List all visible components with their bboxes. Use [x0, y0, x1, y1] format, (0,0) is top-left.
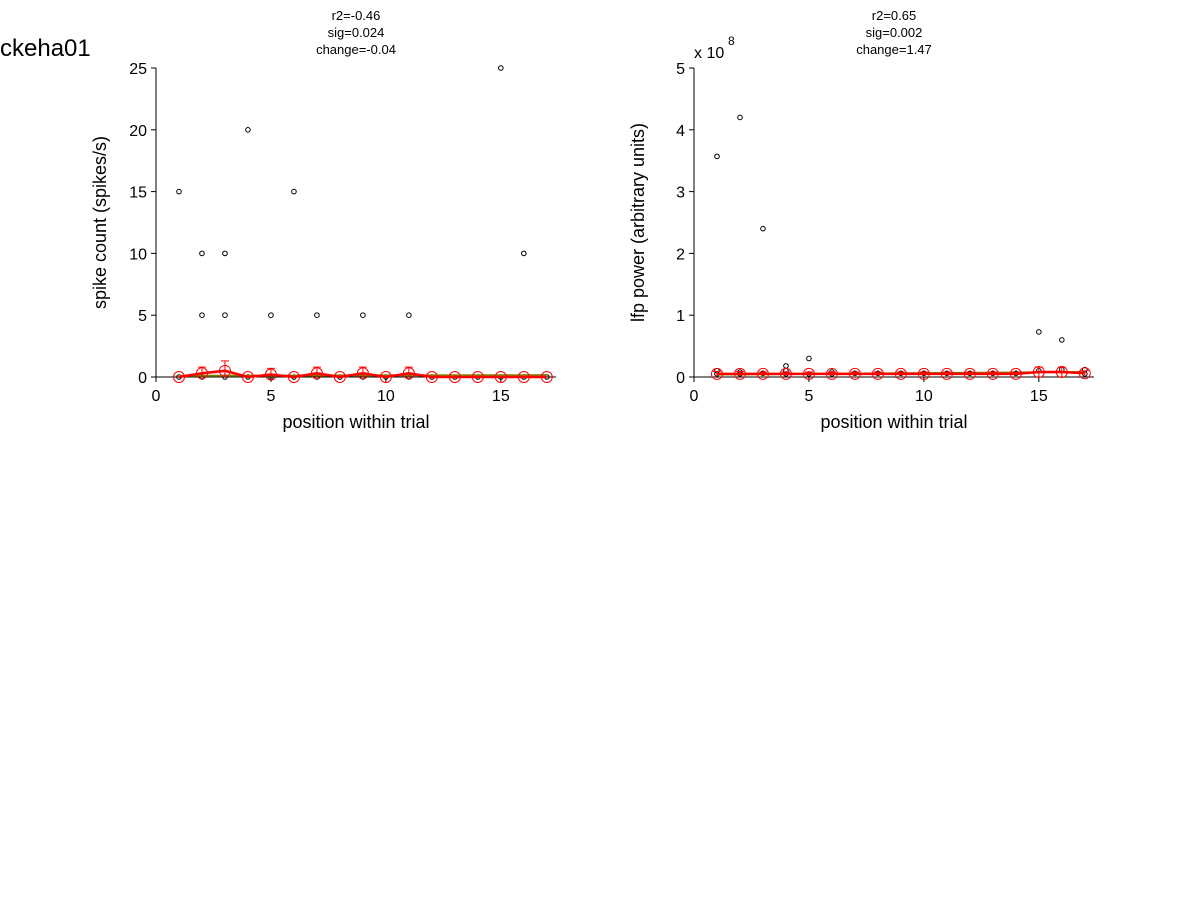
- data-point: [521, 250, 527, 257]
- data-point: [737, 114, 743, 121]
- x-tick-label: 0: [690, 388, 699, 405]
- data-point: [268, 312, 274, 319]
- mean-marker: [172, 371, 185, 383]
- data-point: [498, 65, 504, 71]
- mean-marker: [894, 367, 907, 380]
- mean-marker: [448, 371, 461, 383]
- mean-marker: [848, 367, 861, 380]
- mean-marker: [379, 371, 392, 383]
- data-point: [406, 312, 412, 319]
- data-point: [176, 188, 182, 195]
- data-point: [222, 250, 228, 257]
- y-tick-label: 15: [129, 185, 147, 202]
- y-tick-label: 0: [676, 370, 685, 387]
- x-tick-label: 5: [804, 388, 813, 405]
- x-axis-label: position within trial: [282, 412, 429, 432]
- x-tick-label: 10: [377, 388, 395, 405]
- mean-marker: [310, 367, 323, 380]
- mean-marker: [733, 367, 746, 380]
- y-tick-label: 1: [676, 308, 685, 325]
- mean-marker: [356, 367, 369, 380]
- y-axis-label: lfp power (arbitrary units): [628, 123, 648, 322]
- data-point: [199, 312, 205, 319]
- data-point: [1036, 329, 1042, 335]
- data-point: [1059, 337, 1065, 343]
- data-point: [199, 250, 205, 257]
- stat-line: r2=-0.46: [332, 8, 381, 23]
- mean-marker: [1055, 366, 1068, 379]
- x-tick-label: 5: [266, 388, 275, 405]
- mean-marker: [1032, 366, 1045, 379]
- mean-marker: [540, 371, 553, 383]
- mean-marker: [802, 367, 815, 380]
- mean-marker: [917, 367, 930, 380]
- y-tick-label: 25: [129, 61, 147, 78]
- x-axis-label: position within trial: [820, 412, 967, 432]
- mean-marker: [517, 371, 530, 383]
- mean-marker: [710, 367, 723, 380]
- mean-marker: [871, 367, 884, 380]
- stat-line: change=1.47: [856, 42, 932, 57]
- mean-marker: [963, 367, 976, 380]
- mean-marker: [425, 371, 438, 383]
- lfp-power-panel: r2=0.65 sig=0.002 change=1.47 x 10 8 0 1 2 3 4 5 0 5…: [628, 8, 1094, 432]
- mean-marker: [986, 367, 999, 380]
- mean-marker: [402, 367, 415, 380]
- data-point: [314, 312, 320, 319]
- data-point: [222, 312, 228, 319]
- x-tick-label: 15: [492, 388, 510, 405]
- mean-marker: [1078, 367, 1091, 380]
- y-tick-label: 5: [676, 61, 685, 78]
- data-point: [806, 355, 812, 362]
- x-tick-label: 10: [915, 388, 933, 405]
- data-point: [783, 363, 789, 369]
- y-tick-label: 3: [676, 185, 685, 202]
- y-tick-label: 0: [138, 370, 147, 387]
- x-tick-label: 0: [152, 388, 161, 405]
- mean-marker: [195, 367, 208, 380]
- x-tick-label: 15: [1030, 388, 1048, 405]
- y-axis-label: spike count (spikes/s): [90, 136, 110, 309]
- stat-line: sig=0.024: [328, 25, 385, 40]
- mean-marker: [1009, 367, 1022, 380]
- mean-marker: [825, 367, 838, 380]
- data-point: [760, 225, 766, 232]
- y-tick-label: 20: [129, 123, 147, 140]
- axis-exponent-base: x 10: [694, 45, 724, 62]
- mean-marker: [241, 371, 254, 383]
- y-tick-label: 5: [138, 308, 147, 325]
- stat-line: r2=0.65: [872, 8, 916, 23]
- mean-marker: [287, 371, 300, 383]
- stat-line: sig=0.002: [866, 25, 923, 40]
- mean-marker: [940, 367, 953, 380]
- axis-exponent-power: 8: [728, 34, 735, 48]
- y-tick-label: 10: [129, 246, 147, 263]
- mean-marker: [494, 371, 507, 383]
- y-tick-label: 4: [676, 123, 685, 140]
- spike-count-panel: r2=-0.46 sig=0.024 change=-0.04 0 5 10 15 20 25 0…: [90, 8, 556, 432]
- mean-marker: [756, 367, 769, 380]
- data-point: [245, 127, 251, 133]
- y-tick-label: 2: [676, 246, 685, 263]
- mean-marker: [218, 364, 231, 377]
- data-point: [291, 188, 297, 195]
- stat-line: change=-0.04: [316, 42, 396, 57]
- data-point: [360, 312, 366, 319]
- mean-marker: [333, 371, 346, 383]
- figure-title: ckeha01: [0, 35, 91, 62]
- data-point: [714, 153, 720, 160]
- mean-marker: [471, 371, 484, 383]
- mean-marker: [264, 368, 277, 381]
- mean-marker: [779, 367, 792, 380]
